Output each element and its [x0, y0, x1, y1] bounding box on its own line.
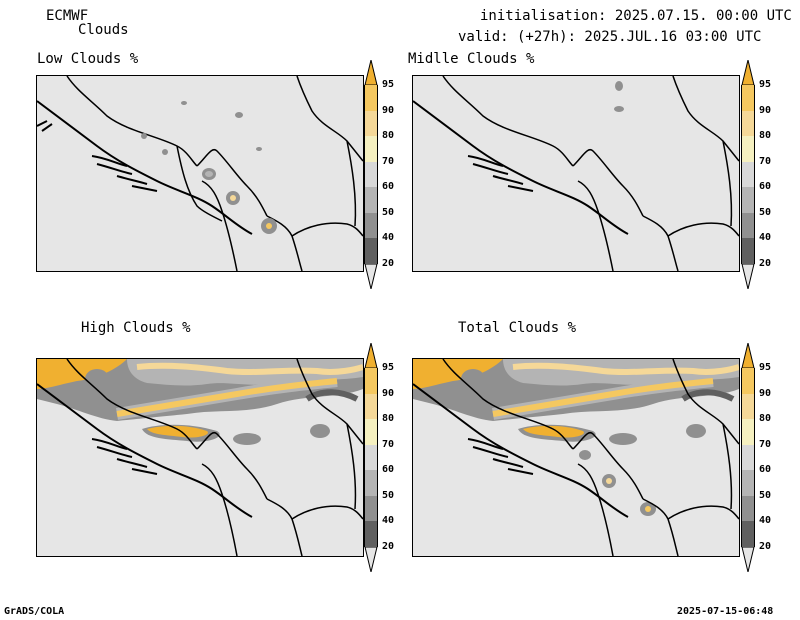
map-high-clouds [36, 358, 364, 557]
colorbar-label: 60 [759, 181, 772, 192]
colorbar-segment [741, 161, 755, 187]
colorbar-label: 95 [759, 79, 772, 90]
colorbar-label: 70 [759, 155, 772, 167]
cloud-bands [37, 359, 363, 445]
colorbar-label: 90 [759, 387, 772, 399]
colorbar-label: 70 [759, 438, 772, 450]
cloud-patches [141, 101, 277, 234]
colorbar-top-triangle [364, 60, 378, 85]
colorbar-segment [364, 110, 378, 136]
colorbar-top-triangle [741, 343, 755, 368]
colorbar-segment [364, 238, 378, 264]
colorbar-middle: 95 90 80 70 60 50 40 20 [741, 60, 771, 290]
colorbar-label: 90 [382, 104, 395, 116]
colorbar-segment [364, 495, 378, 521]
colorbar-label: 70 [382, 438, 395, 450]
colorbar-label: 20 [382, 257, 395, 269]
colorbar-label: 95 [382, 79, 395, 90]
panel-title-total: Total Clouds % [458, 320, 577, 336]
borders [66, 76, 363, 271]
colorbar-label: 60 [382, 464, 395, 475]
colorbar-segment [364, 368, 378, 394]
model-name: ECMWF [46, 8, 89, 24]
colorbar-label: 20 [759, 257, 772, 269]
map-high-svg [37, 359, 363, 556]
colorbar-label: 80 [759, 130, 772, 141]
colorbar-label: 80 [759, 413, 772, 424]
colorbar-label: 95 [382, 362, 395, 373]
colorbar-label: 60 [759, 464, 772, 475]
init-time: initialisation: 2025.07.15. 00:00 UTC [480, 8, 792, 24]
colorbar-segment [741, 368, 755, 394]
map-total-svg [413, 359, 739, 556]
colorbar-segment [364, 419, 378, 445]
colorbar-label: 50 [382, 206, 395, 218]
product-name: Clouds [78, 22, 129, 38]
colorbar-label: 40 [382, 232, 395, 243]
colorbar-segment [741, 470, 755, 496]
coastline [37, 100, 253, 235]
colorbar-bottom-triangle [364, 263, 378, 289]
colorbar-label: 80 [382, 130, 395, 141]
colorbar-segment [741, 212, 755, 238]
colorbar-top-triangle [364, 343, 378, 368]
colorbar-segment [741, 110, 755, 136]
valid-time: valid: (+27h): 2025.JUL.16 03:00 UTC [458, 29, 762, 45]
colorbar-segment [364, 161, 378, 187]
colorbar-segment [364, 470, 378, 496]
colorbar-label: 40 [382, 515, 395, 526]
panel-title-high: High Clouds % [81, 320, 191, 336]
colorbar-segment [364, 85, 378, 111]
colorbar-low: 95 90 80 70 60 50 40 20 [364, 60, 394, 290]
colorbar-segment [364, 212, 378, 238]
colorbar-segment [364, 393, 378, 419]
colorbar-segment [741, 187, 755, 213]
colorbar-segment [741, 136, 755, 162]
colorbar-segment [364, 444, 378, 470]
colorbar-label: 80 [382, 413, 395, 424]
colorbar-segment [741, 495, 755, 521]
colorbar-bottom-triangle [741, 546, 755, 572]
colorbar-label: 70 [382, 155, 395, 167]
colorbar-label: 90 [382, 387, 395, 399]
footer-right: 2025-07-15-06:48 [677, 606, 774, 617]
colorbar-top-triangle [741, 60, 755, 85]
colorbar-bottom-triangle [364, 546, 378, 572]
colorbar-label: 90 [759, 104, 772, 116]
panel-title-middle: Midlle Clouds % [408, 51, 535, 67]
colorbar-segment [741, 521, 755, 547]
footer-left: GrADS/COLA [4, 606, 65, 617]
colorbar-segment [364, 136, 378, 162]
colorbar-segment [741, 419, 755, 445]
colorbar-label: 50 [759, 489, 772, 501]
colorbar-segment [741, 393, 755, 419]
colorbar-segment [741, 444, 755, 470]
map-middle-clouds [412, 75, 740, 272]
map-low-clouds [36, 75, 364, 272]
map-middle-svg [413, 76, 739, 271]
colorbar-label: 50 [759, 206, 772, 218]
colorbar-label: 60 [382, 181, 395, 192]
colorbar-label: 40 [759, 515, 772, 526]
map-total-clouds [412, 358, 740, 557]
colorbar-label: 50 [382, 489, 395, 501]
colorbar-segment [364, 187, 378, 213]
colorbar-segment [741, 238, 755, 264]
colorbar-high: 95 90 80 70 60 50 40 20 [364, 343, 394, 573]
map-low-svg [37, 76, 363, 271]
colorbar-label: 95 [759, 362, 772, 373]
colorbar-label: 20 [759, 540, 772, 552]
colorbar-label: 20 [382, 540, 395, 552]
colorbar-label: 40 [759, 232, 772, 243]
colorbar-bottom-triangle [741, 263, 755, 289]
panel-title-low: Low Clouds % [37, 51, 139, 67]
colorbar-segment [741, 85, 755, 111]
colorbar-total: 95 90 80 70 60 50 40 20 [741, 343, 771, 573]
colorbar-segment [364, 521, 378, 547]
